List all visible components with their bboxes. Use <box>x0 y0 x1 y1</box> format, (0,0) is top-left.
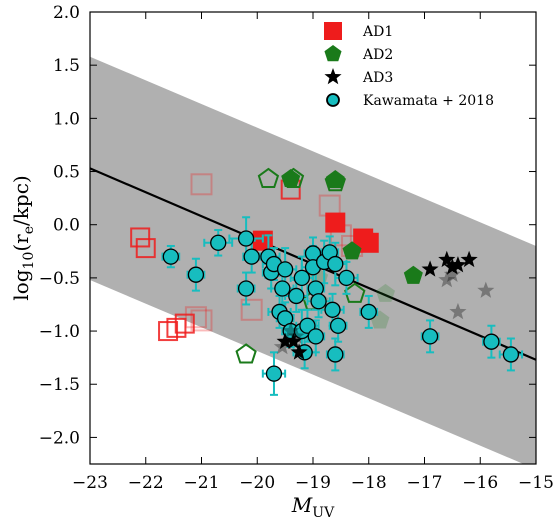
ad1-point <box>325 212 346 233</box>
y-tick-label: −1.5 <box>39 375 80 395</box>
y-tick-label: −0.5 <box>39 269 80 289</box>
kawamata-point <box>307 328 324 345</box>
x-tick-label: −17 <box>407 473 443 493</box>
kawamata-point <box>274 280 291 297</box>
kawamata-point <box>483 333 500 350</box>
ad2-point <box>325 170 345 189</box>
kawamata-point <box>324 301 341 318</box>
x-tick-label: −19 <box>295 473 331 493</box>
kawamata-point <box>293 269 311 287</box>
kawamata-point <box>338 269 355 287</box>
legend-marker-kawamata <box>326 93 340 107</box>
y-tick-label: 2.0 <box>53 3 80 23</box>
ad2-faded-point <box>375 283 395 302</box>
ad1-open-point <box>130 227 151 248</box>
kawamata-point <box>502 346 520 363</box>
legend-label-ad2: AD2 <box>362 47 393 63</box>
ad3-point <box>276 332 294 349</box>
y-tick-label: 1.0 <box>53 109 80 129</box>
legend-marker-ad2 <box>324 45 342 62</box>
y-tick-label: 0.5 <box>53 163 80 183</box>
ad2-point <box>281 168 301 188</box>
kawamata-point <box>421 328 439 345</box>
legend: AD1 AD2 AD3 Kawamata + 2018 <box>324 22 494 109</box>
x-tick-label: −21 <box>184 473 220 493</box>
kawamata-point <box>265 365 283 382</box>
kawamata-point <box>237 230 255 247</box>
kawamata-point <box>327 346 344 363</box>
ad3-point <box>449 256 467 273</box>
ad1-point <box>358 232 379 253</box>
kawamata-point <box>329 317 347 334</box>
ad3-series <box>273 250 495 360</box>
ad3-point <box>460 250 478 268</box>
y-tick-label: 1.5 <box>53 56 80 76</box>
ad3-point <box>421 260 439 277</box>
ad3-faded-point <box>443 265 461 282</box>
ad3-point <box>438 250 456 268</box>
kawamata-point <box>276 261 294 278</box>
kawamata-point <box>162 248 179 265</box>
kawamata-point <box>310 293 327 310</box>
ad3-point <box>290 343 308 360</box>
ad3-point <box>443 258 461 275</box>
x-tick-label: −18 <box>351 473 387 493</box>
x-tick-label: −16 <box>462 473 498 493</box>
kawamata-point <box>299 317 316 334</box>
kawamata-point <box>243 248 260 265</box>
legend-label-ad3: AD3 <box>362 70 393 86</box>
legend-marker-ad3 <box>324 68 342 85</box>
y-tick-label: 0.0 <box>53 216 80 236</box>
legend-marker-ad1 <box>324 22 342 40</box>
ad2-point <box>403 265 423 284</box>
x-tick-label: −23 <box>72 473 108 493</box>
ad3-faded-point <box>477 281 495 298</box>
ad2-open-point <box>257 167 280 189</box>
ad1-open-point <box>135 238 156 259</box>
y-tick-label: −1.0 <box>39 322 80 342</box>
legend-label-kawamata: Kawamata + 2018 <box>363 93 494 109</box>
kawamata-point <box>360 303 377 321</box>
y-axis-label: log10(re/kpc) <box>9 175 37 300</box>
kawamata-point <box>288 287 305 305</box>
ad1-open-point <box>174 313 195 334</box>
ad1-faded-point <box>184 306 207 329</box>
ad2-point <box>342 241 362 260</box>
kawamata-series <box>161 216 524 396</box>
axis-ticks: −23 −22 −21 −20 −19 −18 −17 −16 −15 2.0 1.5 1.0 0.5 0… <box>39 3 554 493</box>
ad1-faded-point <box>240 298 263 321</box>
ad1-faded-point <box>190 309 213 332</box>
ad1-faded-point <box>190 173 213 196</box>
ad3-faded-point <box>282 322 300 339</box>
x-tick-label: −20 <box>239 473 275 493</box>
x-tick-label: −22 <box>128 473 164 493</box>
ad3-point <box>284 332 303 349</box>
legend-label-ad1: AD1 <box>362 24 393 40</box>
kawamata-point <box>187 266 205 283</box>
kawamata-point <box>210 234 227 251</box>
x-tick-label: −15 <box>518 473 554 493</box>
ad3-faded-point <box>287 327 305 344</box>
kawamata-point <box>237 280 255 297</box>
x-axis-label: MUV <box>291 493 335 521</box>
y-tick-label: −2.0 <box>39 428 80 448</box>
kawamata-point <box>327 255 344 273</box>
ad3-faded-point <box>438 271 456 288</box>
ad3-faded-point <box>449 302 467 320</box>
ad2-open-point <box>235 343 257 364</box>
